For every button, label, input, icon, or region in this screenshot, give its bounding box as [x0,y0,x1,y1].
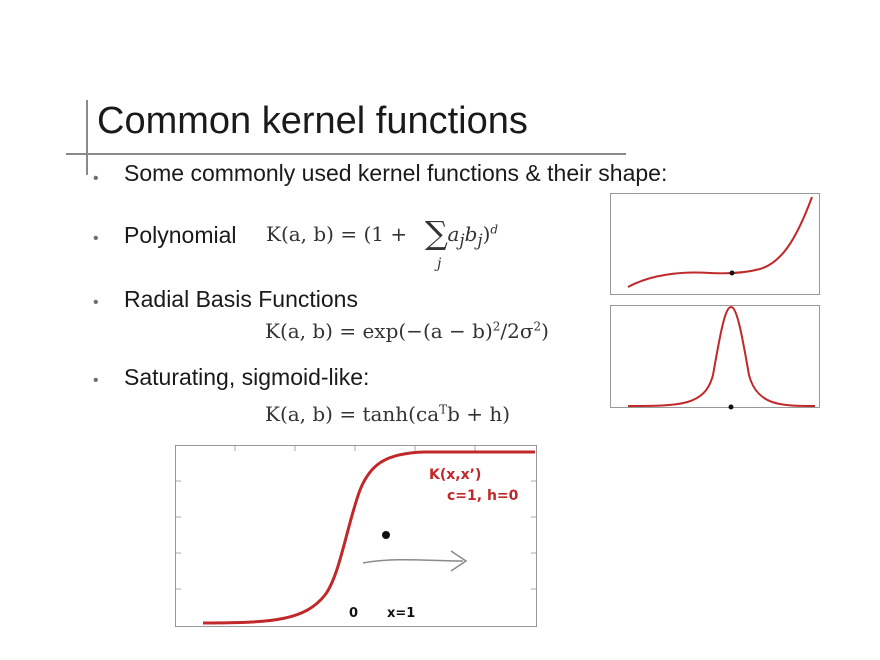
bullet-sigmoid: Saturating, sigmoid-like: [124,364,370,390]
kernel-label: K(x,x’) [429,467,481,483]
bullet-dot: • [93,170,99,187]
poly-lhs: K(a, b) = (1 + [266,222,414,246]
rbf-exp: 2 [492,319,501,334]
rbf-formula: K(a, b) = exp(−(a − b)2/2σ2) [265,319,549,343]
rbf-plot [610,305,820,410]
sigmoid-formula: K(a, b) = tanh(caTb + h) [265,402,510,426]
sig-lhs: K(a, b) = tanh(ca [265,402,440,426]
title-rule-horizontal [66,153,626,155]
poly-b: b [464,222,478,246]
poly-sub-2: j [477,231,483,250]
sig-exp: T [439,402,448,417]
polynomial-origin-dot [729,270,735,276]
zero-label: 0 [349,606,358,621]
polynomial-formula: K(a, b) = (1 + ajbj)d [266,222,498,250]
sigmoid-plot: K(x,x’) c=1, h=0 0 x=1 [175,445,537,627]
plot-frame [610,305,820,408]
bullet-dot: • [93,294,99,311]
poly-exponent: d [490,222,499,237]
plot-frame [175,445,537,627]
bullet-dot: • [93,372,99,389]
bullet-dot: • [93,230,99,247]
poly-a: a [447,222,460,246]
plot-frame [610,193,820,295]
slide-title: Common kernel functions [97,100,528,142]
polynomial-curve [627,196,813,288]
shift-arrow-icon [362,558,464,564]
rbf-close: ) [541,319,549,343]
sig-rest: b + h) [447,402,511,426]
summation-symbol: ∑ [425,214,448,252]
axis-ticks [176,446,536,590]
params-label: c=1, h=0 [447,488,519,504]
title-rule-vertical [86,100,88,175]
shift-arrow-head-icon [450,550,468,572]
rbf-origin-dot [728,404,734,410]
rbf-rest: /2σ [500,319,534,343]
bullet-rbf: Radial Basis Functions [124,286,358,312]
shift-point-dot [382,531,390,539]
rbf-main: K(a, b) = exp(−(a − b) [265,319,493,343]
polynomial-plot [610,193,820,295]
summation-index: j [437,256,442,272]
poly-sub-1: j [459,231,465,250]
bullet-intro: Some commonly used kernel functions & th… [124,160,668,186]
bullet-polynomial: Polynomial [124,222,237,248]
poly-close: ) [482,222,491,246]
rbf-curve [627,305,816,407]
rbf-exp-2: 2 [533,319,542,334]
x1-label: x=1 [387,606,415,621]
sigmoid-curve [202,450,535,625]
